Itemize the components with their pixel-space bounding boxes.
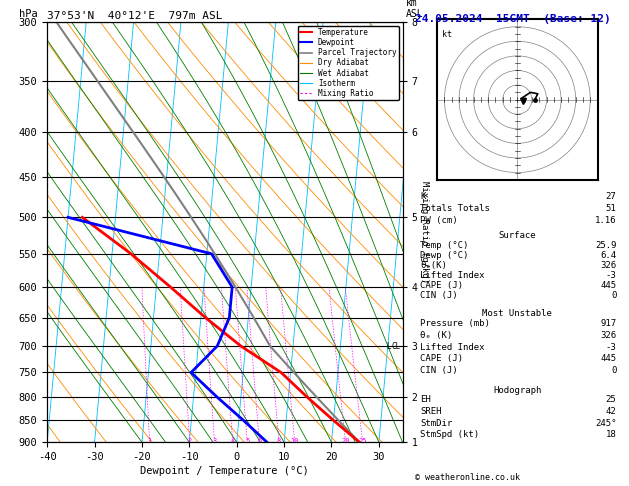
Text: L: L — [386, 342, 391, 350]
X-axis label: Dewpoint / Temperature (°C): Dewpoint / Temperature (°C) — [140, 466, 309, 476]
Text: kt: kt — [442, 30, 452, 39]
Text: 18: 18 — [606, 431, 616, 439]
Text: 37°53'N  40°12'E  797m ASL: 37°53'N 40°12'E 797m ASL — [47, 11, 223, 21]
Y-axis label: Mixing Ratio (g/kg): Mixing Ratio (g/kg) — [420, 181, 428, 283]
Text: 25.9: 25.9 — [595, 241, 616, 250]
Text: 245°: 245° — [595, 419, 616, 428]
Text: -3: -3 — [606, 343, 616, 351]
Text: Lifted Index: Lifted Index — [420, 271, 485, 280]
Text: CAPE (J): CAPE (J) — [420, 281, 464, 290]
Text: K: K — [420, 191, 426, 201]
Text: 25: 25 — [359, 438, 367, 444]
Text: Dewp (°C): Dewp (°C) — [420, 251, 469, 260]
Text: hPa: hPa — [19, 9, 38, 19]
Text: 326: 326 — [600, 261, 616, 270]
Text: 10: 10 — [291, 438, 299, 444]
Text: 6.4: 6.4 — [600, 251, 616, 260]
Text: 1.16: 1.16 — [595, 216, 616, 225]
Text: 27: 27 — [606, 191, 616, 201]
Text: © weatheronline.co.uk: © weatheronline.co.uk — [415, 473, 520, 482]
Text: 42: 42 — [606, 407, 616, 416]
Text: 326: 326 — [600, 330, 616, 340]
Text: Pressure (mb): Pressure (mb) — [420, 319, 490, 328]
Text: Totals Totals: Totals Totals — [420, 204, 490, 213]
Text: 445: 445 — [600, 354, 616, 364]
Text: 917: 917 — [600, 319, 616, 328]
Text: Surface: Surface — [499, 231, 536, 240]
Text: 8: 8 — [277, 438, 281, 444]
Text: 3: 3 — [213, 438, 216, 444]
Text: CL: CL — [392, 342, 401, 350]
Text: 6: 6 — [257, 438, 262, 444]
Text: 445: 445 — [600, 281, 616, 290]
Text: 4: 4 — [231, 438, 235, 444]
Text: Most Unstable: Most Unstable — [482, 309, 552, 318]
Text: 0: 0 — [611, 366, 616, 375]
Text: -3: -3 — [606, 271, 616, 280]
Text: Temp (°C): Temp (°C) — [420, 241, 469, 250]
Text: 1: 1 — [148, 438, 152, 444]
Text: CIN (J): CIN (J) — [420, 291, 458, 299]
Text: Lifted Index: Lifted Index — [420, 343, 485, 351]
Text: 2: 2 — [187, 438, 192, 444]
Text: km
ASL: km ASL — [406, 0, 423, 19]
Text: StmDir: StmDir — [420, 419, 453, 428]
Text: Hodograph: Hodograph — [493, 386, 542, 395]
Text: θₑ (K): θₑ (K) — [420, 330, 453, 340]
Text: 25: 25 — [606, 396, 616, 404]
Text: 5: 5 — [245, 438, 250, 444]
Text: 24.05.2024  15GMT  (Base: 12): 24.05.2024 15GMT (Base: 12) — [415, 14, 611, 24]
Text: 0: 0 — [611, 291, 616, 299]
Legend: Temperature, Dewpoint, Parcel Trajectory, Dry Adiabat, Wet Adiabat, Isotherm, Mi: Temperature, Dewpoint, Parcel Trajectory… — [298, 26, 399, 100]
Text: CAPE (J): CAPE (J) — [420, 354, 464, 364]
Text: PW (cm): PW (cm) — [420, 216, 458, 225]
Text: CIN (J): CIN (J) — [420, 366, 458, 375]
Text: 20: 20 — [342, 438, 350, 444]
Text: 51: 51 — [606, 204, 616, 213]
Text: SREH: SREH — [420, 407, 442, 416]
Text: EH: EH — [420, 396, 431, 404]
Text: θₑ(K): θₑ(K) — [420, 261, 447, 270]
Text: StmSpd (kt): StmSpd (kt) — [420, 431, 479, 439]
